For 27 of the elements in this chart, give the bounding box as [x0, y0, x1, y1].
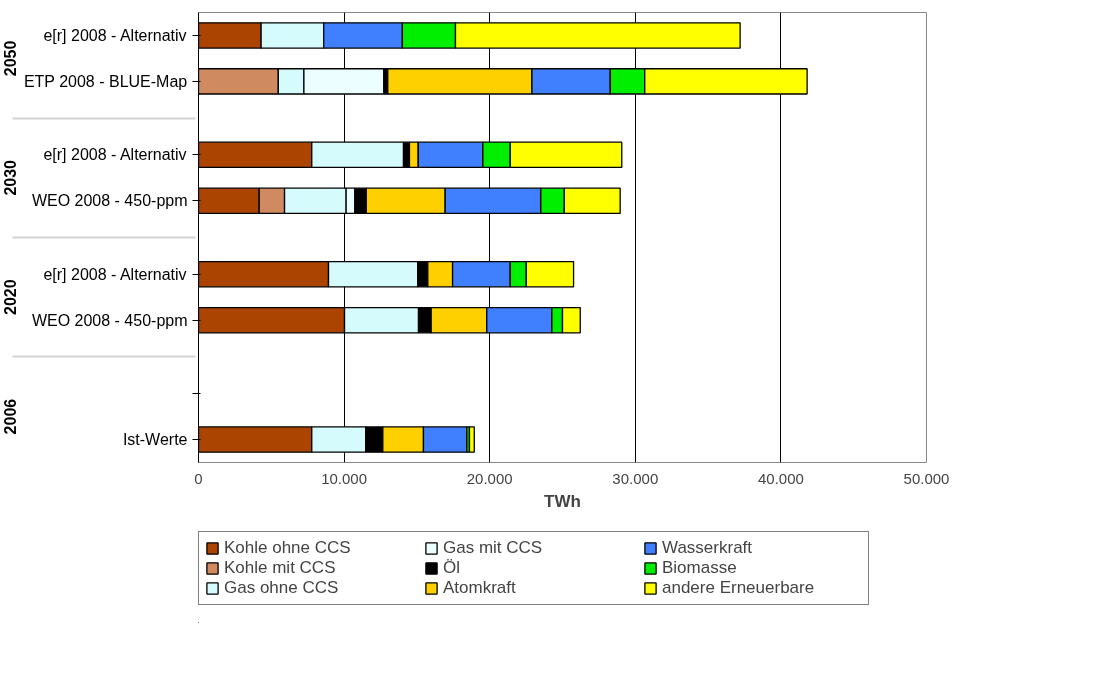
y-tick-label: ETP 2008 - BLUE-Map [23, 72, 188, 90]
x-tick-label: 0 [194, 469, 203, 487]
text: 2020 [1, 279, 19, 315]
x-tick-label: 50.000 [903, 469, 950, 487]
y-tick-label: WEO 2008 - 450-ppm [31, 311, 188, 329]
y-tick-label: WEO 2008 - 450-ppm [31, 192, 188, 210]
legend-label: Gas ohne CCS [224, 578, 340, 598]
text: 2050 [1, 40, 19, 77]
legend-label: Kohle mit CCS [224, 558, 337, 578]
legend-label: Atomkraft [443, 578, 517, 598]
legend-label: Biomasse [662, 558, 738, 578]
y-tick-label: e[r] 2008 - Alternativ [43, 146, 187, 164]
legend-label: Kohle ohne CCS [224, 538, 352, 558]
legend-label: andere Erneuerbare [662, 578, 816, 598]
y-tick-label: e[r] 2008 - Alternativ [43, 26, 187, 44]
x-tick-label: 10.000 [321, 469, 368, 487]
x-axis-title: TWh [544, 491, 581, 511]
x-tick-label: 30.000 [612, 469, 659, 487]
x-tick-label: 20.000 [466, 469, 513, 487]
y-tick-label: Ist-Werte [122, 431, 188, 449]
legend-label: Wasserkraft [662, 538, 754, 558]
text: 2006 [1, 398, 19, 435]
x-tick-label: 40.000 [757, 469, 804, 487]
y-tick-label: e[r] 2008 - Alternativ [43, 265, 187, 283]
legend-label: Öl [443, 558, 461, 578]
text: 2030 [1, 159, 19, 196]
legend-label: Gas mit CCS [443, 538, 544, 558]
